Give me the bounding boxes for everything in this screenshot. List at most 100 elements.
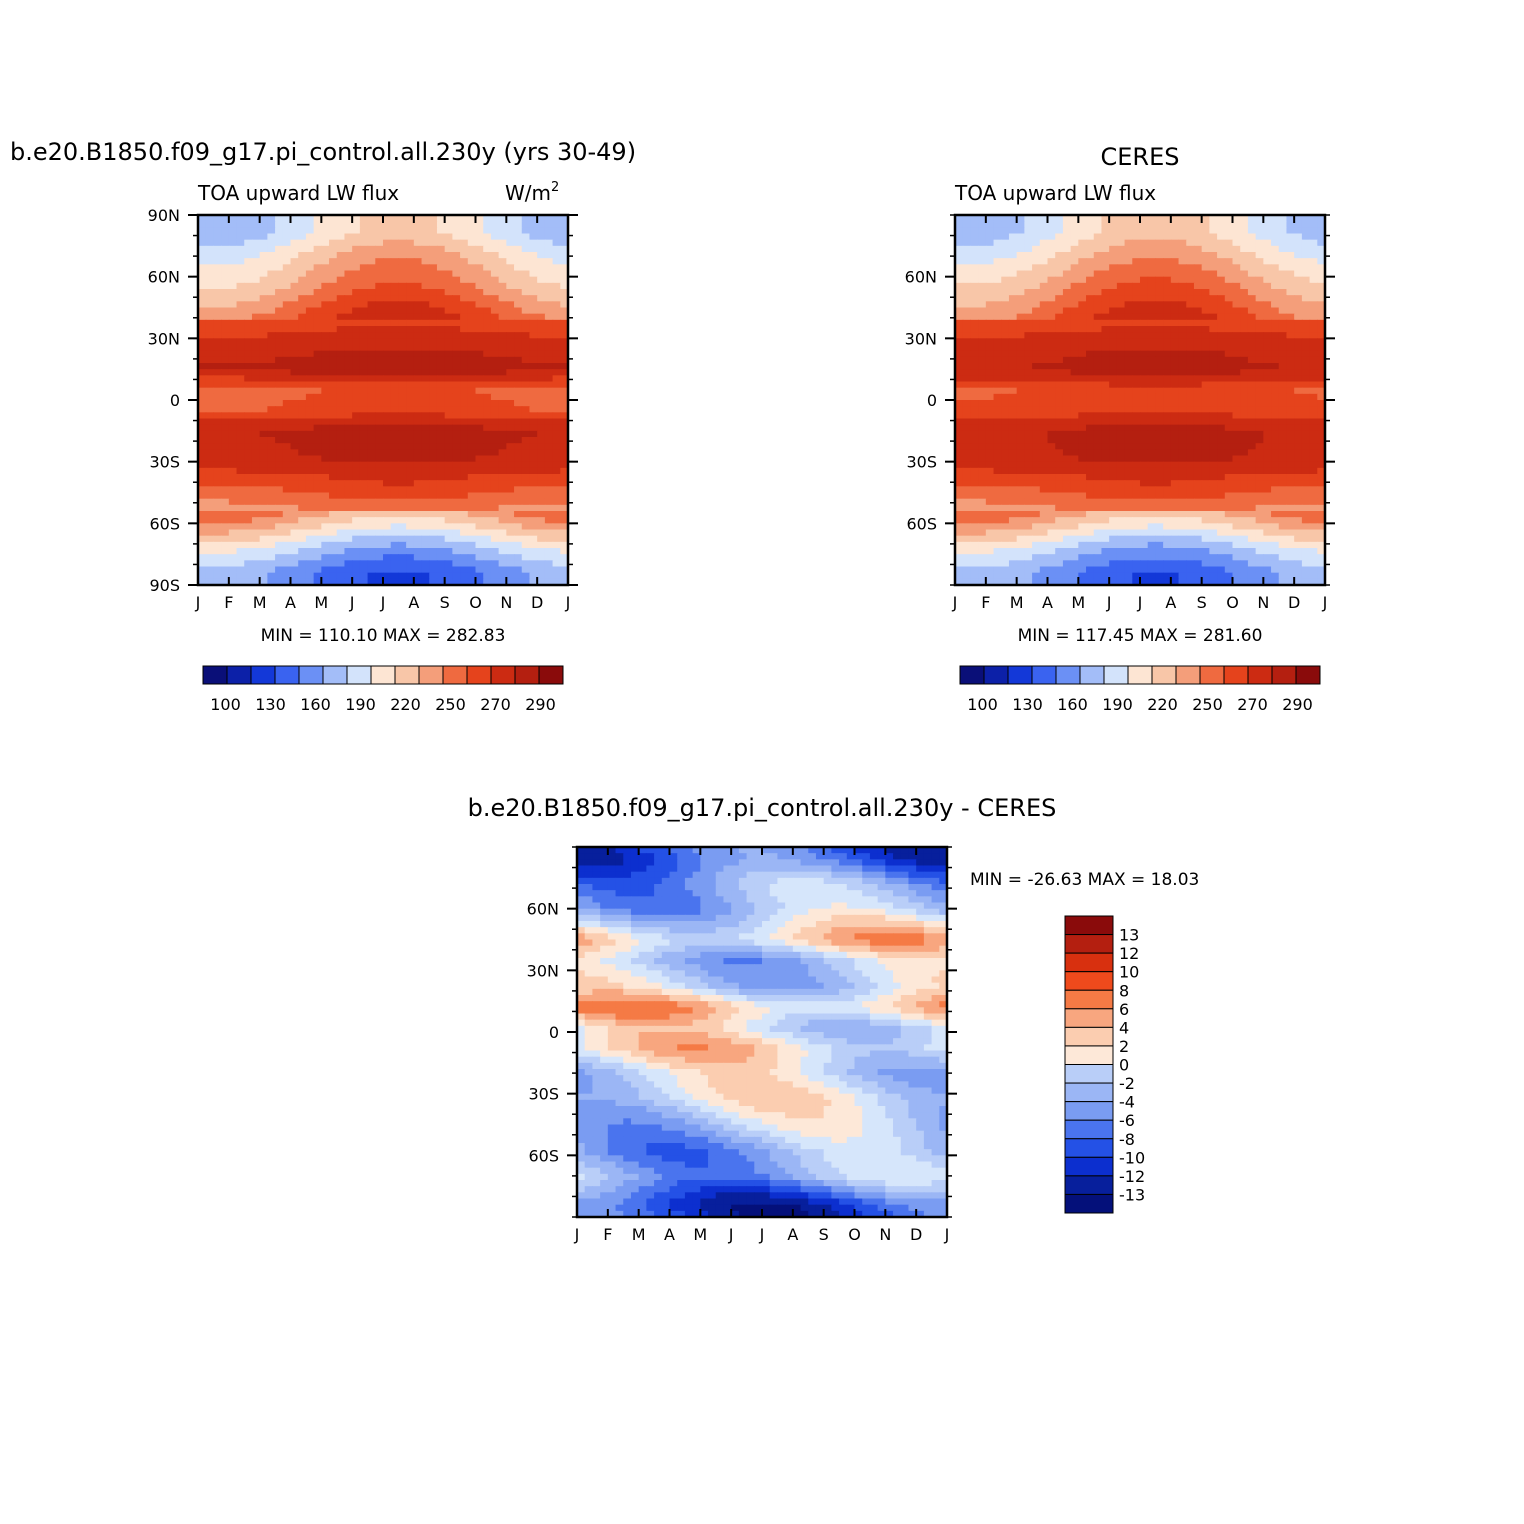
model-cell	[259, 307, 268, 315]
model-cell	[251, 572, 261, 580]
model-cell	[483, 227, 492, 235]
model-cell	[298, 313, 307, 321]
ceres-cell	[970, 245, 979, 253]
model-cell	[521, 455, 531, 463]
model-cell	[305, 350, 315, 358]
model-cell	[498, 233, 507, 241]
ceres-cell	[1247, 387, 1257, 395]
ceres-cell	[1186, 430, 1195, 438]
model-cell	[205, 338, 215, 346]
ceres-cell	[1070, 245, 1079, 253]
ceres-cell	[1039, 387, 1049, 395]
model-colorbar-box	[346, 665, 372, 685]
model-cell	[467, 424, 477, 432]
model-cell	[221, 264, 230, 272]
ceres-cell	[1193, 301, 1203, 309]
model-cell	[421, 356, 430, 364]
ceres-cell	[1178, 393, 1187, 401]
model-cell	[228, 233, 238, 241]
model-cell	[544, 492, 554, 500]
model-cell	[467, 455, 477, 463]
ceres-cell	[1263, 393, 1272, 401]
model-cell	[221, 523, 230, 531]
ceres-cell	[1039, 455, 1049, 463]
model-cell	[244, 393, 253, 401]
model-cell	[483, 264, 492, 272]
model-cell	[244, 492, 253, 500]
model-cell	[490, 215, 500, 222]
model-cell	[413, 239, 423, 247]
model-cell	[267, 449, 276, 457]
model-cell	[383, 258, 392, 265]
ceres-cell	[1001, 412, 1010, 420]
ceres-cell	[1201, 387, 1210, 395]
model-cell	[490, 307, 500, 315]
ceres-cell	[1201, 307, 1210, 315]
ceres-cell	[1132, 455, 1141, 463]
model-cell	[275, 258, 284, 265]
ceres-cell	[1193, 455, 1203, 463]
model-cell	[321, 387, 330, 395]
model-cell	[490, 504, 500, 512]
model-cell	[398, 381, 407, 389]
model-cell	[398, 369, 407, 376]
model-cell	[429, 289, 438, 296]
ceres-cell	[1008, 443, 1018, 450]
ceres-cell	[1209, 239, 1218, 247]
model-cell	[452, 400, 461, 407]
model-cell	[498, 486, 507, 494]
ceres-cell	[1163, 307, 1172, 315]
model-cell	[413, 295, 423, 302]
model-cell	[336, 363, 346, 370]
ceres-cell	[1078, 338, 1087, 346]
model-cell	[452, 406, 461, 413]
ceres-cell	[1070, 400, 1079, 407]
ceres-cell	[1062, 467, 1072, 475]
model-cell	[383, 406, 392, 413]
model-cell	[282, 307, 292, 315]
model-cell	[251, 486, 261, 494]
ceres-cell	[1317, 437, 1325, 444]
ceres-cell	[1178, 363, 1187, 370]
ceres-cell	[1101, 326, 1110, 333]
model-cell	[390, 221, 400, 228]
ceres-cell	[1109, 338, 1118, 346]
ceres-cell	[1309, 381, 1318, 389]
ceres-cell	[1093, 449, 1103, 457]
ceres-cell	[978, 455, 987, 463]
model-cell	[529, 412, 538, 420]
model-cell	[406, 418, 415, 426]
ceres-cell	[1109, 264, 1118, 272]
model-cell	[560, 227, 568, 235]
ceres-cell	[955, 412, 964, 420]
ceres-cell	[1201, 369, 1210, 376]
ceres-cell	[1247, 245, 1257, 253]
ceres-cell	[1255, 276, 1264, 284]
ceres-cell	[1186, 252, 1195, 259]
model-cell	[490, 239, 500, 247]
model-cell	[321, 356, 330, 364]
model-cell	[483, 480, 492, 487]
model-cell	[490, 437, 500, 444]
model-cell	[298, 369, 307, 376]
ceres-cell	[1201, 338, 1210, 346]
model-cell	[483, 492, 492, 500]
model-cell	[383, 276, 392, 284]
ceres-cell	[1062, 326, 1072, 333]
model-cell	[298, 215, 307, 222]
ceres-cell	[1116, 449, 1126, 457]
model-cell	[467, 313, 477, 321]
model-cell	[282, 406, 292, 413]
model-cell	[490, 492, 500, 500]
model-cell	[483, 430, 492, 438]
model-cell	[529, 455, 538, 463]
ceres-cell	[1163, 289, 1172, 296]
model-cell	[213, 363, 222, 370]
ceres-cell	[1024, 276, 1033, 284]
model-colorbar-box	[370, 665, 396, 685]
model-cell	[544, 338, 554, 346]
model-cell	[521, 486, 531, 494]
ceres-cell	[1086, 338, 1095, 346]
model-cell	[436, 227, 446, 235]
model-cell	[467, 511, 477, 518]
